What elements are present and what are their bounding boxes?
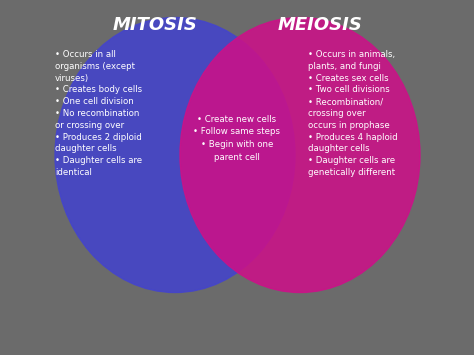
Text: MITOSIS: MITOSIS <box>112 16 198 34</box>
Ellipse shape <box>55 17 295 293</box>
Text: • Occurs in animals,
plants, and fungi
• Creates sex cells
• Two cell divisions
: • Occurs in animals, plants, and fungi •… <box>308 50 398 177</box>
Text: • Occurs in all
organisms (except
viruses)
• Creates body cells
• One cell divis: • Occurs in all organisms (except viruse… <box>55 50 142 177</box>
Text: MEIOSIS: MEIOSIS <box>278 16 363 34</box>
Ellipse shape <box>180 17 420 293</box>
Text: • Create new cells
• Follow same steps
• Begin with one
parent cell: • Create new cells • Follow same steps •… <box>193 115 281 162</box>
